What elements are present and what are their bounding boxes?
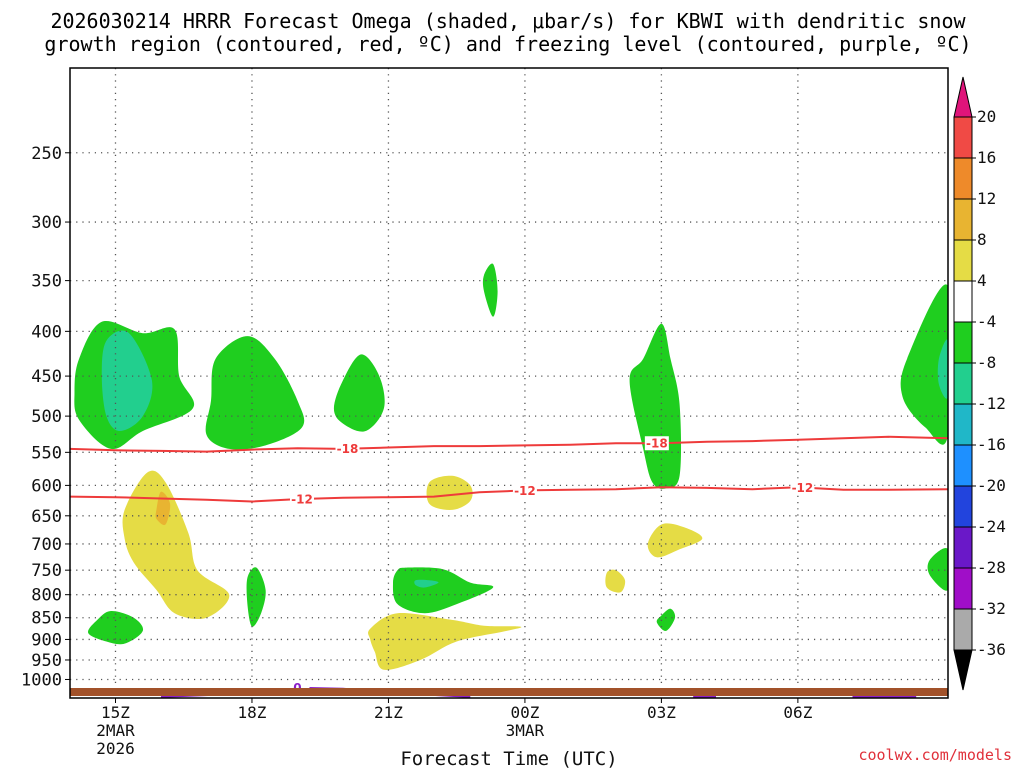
colorbar-swatch-2 — [953, 198, 973, 241]
colorbar-label--12: -12 — [977, 394, 1006, 413]
x-tick-sublabel-3MAR: 3MAR — [506, 721, 545, 740]
y-tick-label-400: 400 — [31, 322, 62, 342]
colorbar-swatch-0 — [953, 116, 973, 159]
colorbar-label--24: -24 — [977, 517, 1006, 536]
contour-label-bg-1-0 — [290, 491, 315, 506]
y-tick-label-1000: 1000 — [21, 670, 62, 690]
colorbar-label-16: 16 — [977, 148, 996, 167]
colorbar-bottom-arrow — [953, 649, 973, 691]
colorbar-swatch-8 — [953, 444, 973, 487]
y-tick-label-500: 500 — [31, 407, 62, 427]
omega-shading-layer — [74, 263, 948, 670]
omega-region-18 — [605, 569, 626, 593]
omega-region-4 — [482, 263, 498, 317]
omega-region-3 — [333, 354, 385, 432]
contour-label-bg-0-0 — [335, 441, 360, 456]
colorbar-swatch-6 — [953, 362, 973, 405]
colorbar-swatch-10 — [953, 526, 973, 569]
colorbar: 20 16 12 8 4 -4 -8 -12 -16 -20 -24 -28 -32 -36 — [953, 76, 1006, 691]
plot-frame — [69, 67, 949, 699]
y-tick-label-600: 600 — [31, 476, 62, 496]
colorbar-label-8: 8 — [977, 230, 987, 249]
x-tick-label-03Z: 03Z — [647, 703, 676, 722]
contour-line-0 — [70, 435, 948, 453]
colorbar-swatch-7 — [953, 403, 973, 446]
y-tick-label-950: 950 — [31, 651, 62, 671]
contour-label-1-1: -12 — [514, 484, 536, 498]
contour-label-bg-1-2 — [790, 480, 815, 495]
omega-region-8 — [927, 548, 948, 591]
x-tick-label-06Z: 06Z — [783, 703, 812, 722]
contour-label-0-0: -18 — [337, 442, 359, 456]
y-tick-label-900: 900 — [31, 630, 62, 650]
x-tick-label-15Z: 15Z — [101, 703, 130, 722]
omega-region-1 — [101, 330, 153, 431]
ground-band — [70, 688, 948, 696]
colorbar-label-12: 12 — [977, 189, 996, 208]
colorbar-label--16: -16 — [977, 435, 1006, 454]
colorbar-label--28: -28 — [977, 558, 1006, 577]
colorbar-label--20: -20 — [977, 476, 1006, 495]
grid-layer — [70, 68, 948, 698]
y-tick-label-700: 700 — [31, 535, 62, 555]
omega-region-12 — [87, 610, 144, 645]
y-tick-label-750: 750 — [31, 561, 62, 581]
x-axis-label: Forecast Time (UTC) — [400, 748, 617, 768]
colorbar-swatch-5 — [953, 321, 973, 364]
omega-region-13 — [656, 608, 676, 631]
x-tick-label-18Z: 18Z — [238, 703, 267, 722]
colorbar-swatch-9 — [953, 485, 973, 528]
y-tick-label-850: 850 — [31, 609, 62, 629]
x-tick-label-21Z: 21Z — [374, 703, 403, 722]
omega-region-14 — [122, 470, 230, 619]
colorbar-label--8: -8 — [977, 353, 996, 372]
omega-region-5 — [629, 323, 682, 489]
y-tick-label-450: 450 — [31, 367, 62, 387]
contour-label-1-2: -12 — [792, 481, 814, 495]
omega-region-11 — [414, 579, 439, 588]
y-tick-label-650: 650 — [31, 507, 62, 527]
colorbar-swatch-1 — [953, 157, 973, 200]
omega-region-19 — [368, 612, 522, 670]
omega-region-2 — [205, 336, 305, 450]
colorbar-swatch-4 — [953, 280, 973, 323]
omega-region-6 — [900, 284, 948, 445]
colorbar-label--32: -32 — [977, 599, 1006, 618]
colorbar-label-4: 4 — [977, 271, 987, 290]
omega-region-15 — [155, 491, 171, 526]
colorbar-swatch-3 — [953, 239, 973, 282]
colorbar-top-arrow — [953, 76, 973, 118]
chart-title-line2: growth region (contoured, red, ºC) and f… — [44, 32, 971, 56]
omega-region-9 — [246, 567, 266, 627]
credit-text: coolwx.com/models — [858, 746, 1012, 764]
x-tick-label-00Z: 00Z — [510, 703, 539, 722]
colorbar-label--36: -36 — [977, 640, 1006, 659]
y-tick-label-250: 250 — [31, 144, 62, 164]
contour-line-1 — [70, 486, 948, 503]
contour-label-bg-1-1 — [512, 483, 537, 498]
colorbar-swatch-12 — [953, 608, 973, 651]
y-tick-label-300: 300 — [31, 213, 62, 233]
omega-region-7 — [937, 339, 948, 399]
colorbar-label--4: -4 — [977, 312, 996, 331]
colorbar-label-20: 20 — [977, 107, 996, 126]
x-tick-sublabel-2MAR: 2MAR — [96, 721, 135, 740]
y-tick-label-550: 550 — [31, 443, 62, 463]
y-axis-ticks: 2503003504004505005506006507007508008509… — [21, 144, 70, 690]
colorbar-swatch-11 — [953, 567, 973, 610]
contour-label-1-0: -12 — [291, 492, 313, 506]
contour-label-bg-0-1 — [644, 436, 669, 451]
omega-region-10 — [392, 567, 494, 614]
contour-layer: -18-18-12-12-120 — [70, 435, 948, 698]
y-tick-label-800: 800 — [31, 586, 62, 606]
omega-region-17 — [647, 523, 703, 558]
x-tick-sublabel-2026: 2026 — [96, 739, 135, 758]
omega-region-16 — [426, 475, 473, 510]
y-tick-label-350: 350 — [31, 272, 62, 292]
contour-label-0-1: -18 — [646, 437, 668, 451]
chart-title-line1: 2026030214 HRRR Forecast Omega (shaded, … — [50, 9, 966, 33]
